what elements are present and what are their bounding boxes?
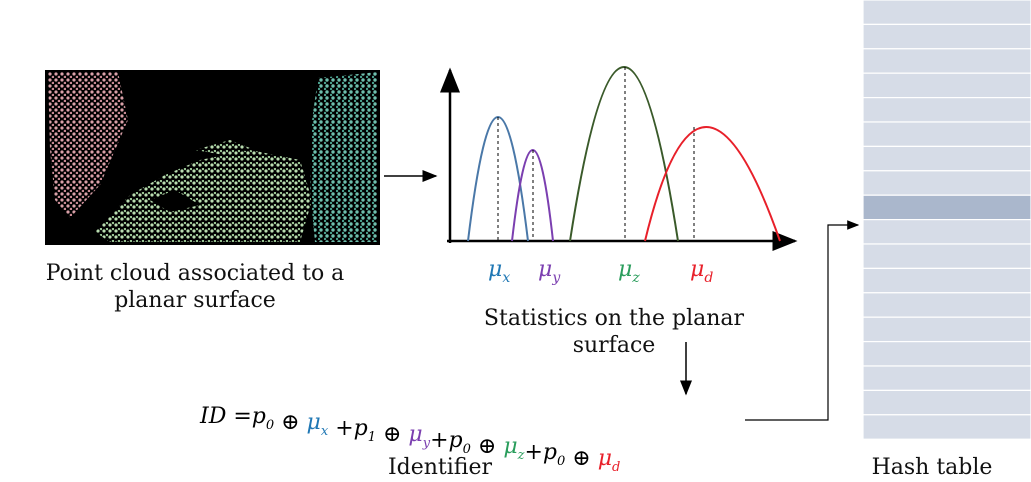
- hash-row: [862, 72, 1031, 99]
- mu-labels: μx μy μz μd: [488, 257, 713, 286]
- hash-row: [862, 389, 1031, 416]
- statistics-caption: Statistics on the planar: [484, 306, 745, 331]
- mu-subscript: y: [551, 270, 561, 286]
- mu-subscript: z: [631, 270, 640, 286]
- hash-row: [862, 48, 1031, 74]
- hash-row: [862, 414, 1031, 440]
- hash-table: [862, 0, 1031, 440]
- mu-symbol: μ: [618, 257, 632, 282]
- formula-subscript: 0: [463, 442, 471, 457]
- point-cloud-caption: planar surface: [114, 288, 276, 313]
- mu-symbol: μ: [538, 257, 552, 282]
- formula-term: +p: [430, 428, 463, 453]
- formula-term: μ: [598, 446, 612, 471]
- formula-term: ID =p: [199, 404, 266, 429]
- hash-row: [862, 267, 1031, 294]
- formula-term: ⊕: [565, 446, 597, 471]
- hash-row: [862, 145, 1031, 172]
- point-cloud-caption: Point cloud associated to a: [46, 261, 345, 286]
- hash-row: [862, 23, 1031, 50]
- statistics-plot: [440, 66, 798, 251]
- formula-subscript: 0: [266, 418, 274, 433]
- mu-label: μx: [488, 257, 510, 286]
- formula-subscript: y: [422, 436, 431, 451]
- formula-subscript: d: [612, 460, 620, 475]
- hash-row: [862, 243, 1031, 269]
- hash-row: [862, 96, 1031, 123]
- identifier-formula: ID =p0 ⊕ μx +p1 ⊕ μy+p0 ⊕ μz+p0 ⊕ μd: [199, 404, 620, 475]
- hash-row: [862, 316, 1031, 343]
- formula-term: ⊕: [471, 434, 503, 459]
- formula-term: ⊕: [274, 410, 306, 435]
- formula-term: ⊕: [376, 422, 408, 447]
- hash-row: [862, 219, 1031, 245]
- formula-subscript: z: [517, 448, 525, 463]
- formula-subscript: 0: [557, 454, 565, 469]
- hash-row: [862, 0, 1031, 25]
- formula-term: μ: [503, 434, 517, 459]
- formula-term: μ: [408, 422, 422, 447]
- formula-term: μ: [307, 410, 321, 435]
- mu-subscript: d: [704, 270, 713, 286]
- statistics-caption: surface: [573, 333, 656, 358]
- hash-table-caption: Hash table: [872, 455, 993, 480]
- formula-term: +p: [525, 440, 558, 465]
- formula-term: +p: [328, 416, 368, 441]
- point-cloud-image: [45, 70, 380, 245]
- mu-symbol: μ: [488, 257, 502, 282]
- formula-subscript: 1: [368, 430, 376, 445]
- mu-label: μd: [690, 257, 713, 286]
- arrow: [745, 220, 860, 421]
- hash-row: [862, 170, 1031, 196]
- mu-label: μz: [618, 257, 640, 286]
- hash-row: [862, 121, 1031, 147]
- hash-row: [862, 341, 1031, 367]
- formula-subscript: x: [321, 424, 329, 439]
- mu-symbol: μ: [690, 257, 704, 282]
- mu-subscript: x: [502, 270, 510, 286]
- mu-label: μy: [538, 257, 561, 286]
- hash-row: [862, 194, 1031, 221]
- identifier-caption: Identifier: [388, 455, 493, 480]
- hash-row: [862, 365, 1031, 391]
- hash-row: [862, 292, 1031, 318]
